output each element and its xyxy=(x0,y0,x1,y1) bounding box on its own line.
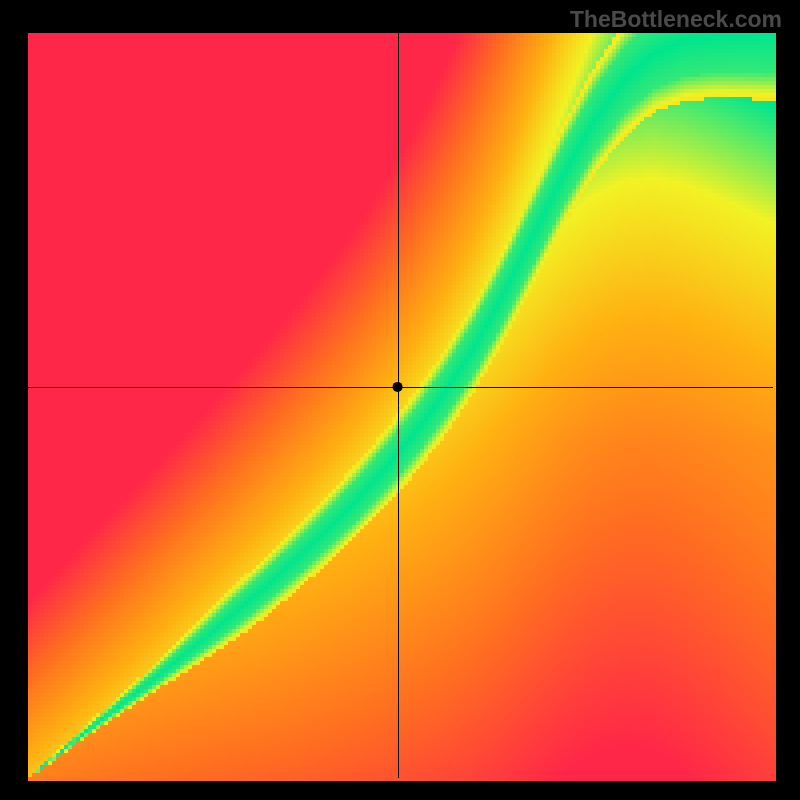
bottleneck-heatmap xyxy=(0,0,800,800)
watermark-text: TheBottleneck.com xyxy=(570,6,782,33)
root: { "watermark": { "text": "TheBottleneck.… xyxy=(0,0,800,800)
